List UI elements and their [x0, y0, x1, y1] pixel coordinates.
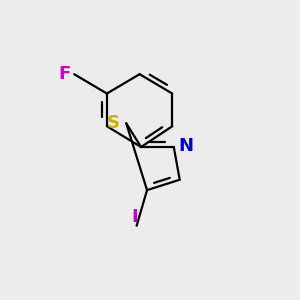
- Text: F: F: [58, 65, 71, 83]
- Text: S: S: [107, 114, 120, 132]
- Text: I: I: [131, 208, 138, 226]
- Text: N: N: [178, 137, 193, 155]
